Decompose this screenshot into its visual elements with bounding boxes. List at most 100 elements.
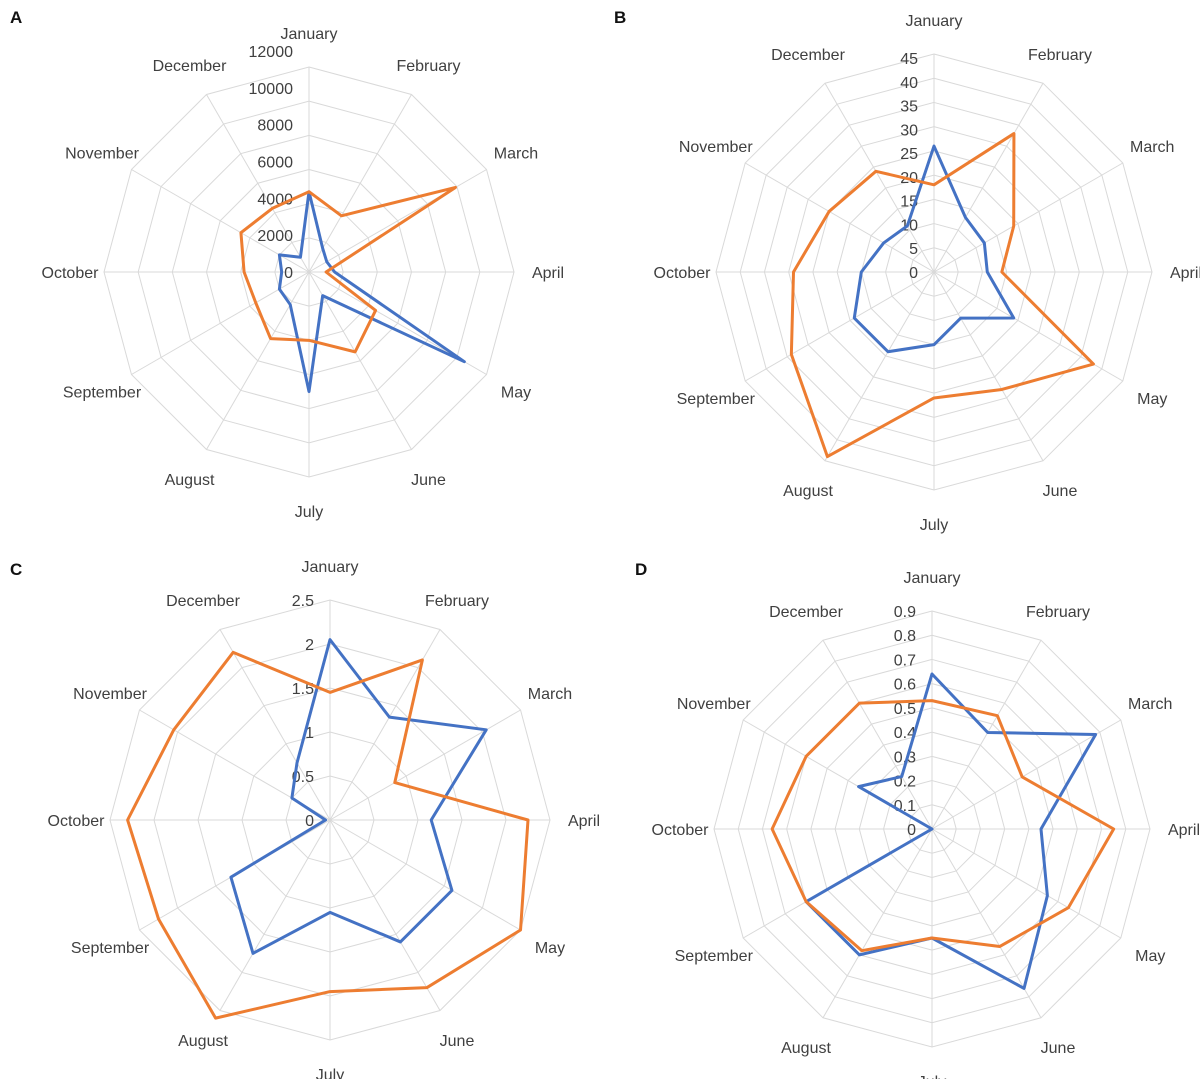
category-label: August (178, 1033, 228, 1050)
series-line-blue (229, 638, 488, 955)
tick-label: 2.5 (292, 593, 314, 610)
category-label: May (1135, 948, 1165, 965)
category-label: July (918, 1074, 946, 1079)
category-label: June (411, 472, 446, 489)
series-line-orange (789, 132, 1095, 459)
grid-spoke (131, 271, 310, 375)
tick-label: 0 (907, 822, 916, 839)
tick-label: 0.4 (894, 725, 916, 742)
category-label: February (425, 593, 489, 610)
series-line-orange (770, 699, 1116, 953)
grid-spoke (822, 639, 933, 830)
tick-label: 0.7 (894, 652, 916, 669)
category-label: September (677, 391, 756, 408)
tick-label: 40 (900, 75, 918, 92)
category-label: May (535, 940, 565, 957)
category-label: December (153, 58, 227, 75)
grid-spoke (308, 169, 487, 273)
tick-label: 12000 (249, 44, 294, 61)
category-label: September (71, 940, 150, 957)
tick-label: 0.8 (894, 628, 916, 645)
category-label: January (904, 570, 961, 587)
tick-label: 2 (305, 637, 314, 654)
tick-label: 10 (900, 217, 918, 234)
category-label: December (771, 47, 845, 64)
category-label: May (501, 385, 531, 402)
panel-label: D (635, 560, 647, 579)
grid-spoke (824, 271, 935, 462)
category-label: September (675, 948, 754, 965)
grid-spoke (822, 828, 933, 1019)
grid-spoke (931, 639, 1042, 830)
grid-spoke (931, 828, 1122, 939)
radar-panel-d: D00.10.20.30.40.50.60.70.80.9JanuaryFebr… (635, 560, 1200, 1079)
grid-spoke (308, 271, 412, 450)
grid-spoke (329, 819, 441, 1011)
tick-label: 1 (305, 725, 314, 742)
radar-panel-a: A020004000600080001000012000JanuaryFebru… (10, 8, 564, 521)
category-label: October (654, 265, 712, 282)
category-label: July (316, 1067, 344, 1079)
grid-spoke (308, 94, 412, 273)
category-label: August (781, 1040, 831, 1057)
grid-spoke (744, 271, 935, 382)
category-label: March (1128, 696, 1172, 713)
series-line-blue (277, 190, 466, 394)
category-label: December (769, 604, 843, 621)
grid-spoke (219, 629, 331, 821)
series-line-orange (126, 650, 530, 1020)
category-label: March (1130, 139, 1174, 156)
category-label: March (528, 686, 572, 703)
grid-spoke (824, 82, 935, 273)
grid-spoke (744, 162, 935, 273)
grid-spoke (206, 94, 310, 273)
tick-label: 10000 (249, 81, 294, 98)
category-label: May (1137, 391, 1167, 408)
radar-panel-c: C 0 0.5 1 1.5 2 2.5 January February March April Ma… (10, 559, 600, 1079)
tick-label: 0.5 (292, 769, 314, 786)
category-label: November (65, 146, 139, 163)
category-label: July (295, 504, 323, 521)
category-label: June (1043, 483, 1078, 500)
category-label: November (73, 686, 147, 703)
tick-label: 25 (900, 146, 918, 163)
category-label: October (42, 265, 100, 282)
category-label: October (652, 822, 710, 839)
category-label: March (494, 146, 538, 163)
tick-label: 6000 (257, 155, 293, 172)
radar-panel-b: B051015202530354045JanuaryFebruaryMarchA… (614, 8, 1200, 534)
panel-label: C (10, 560, 22, 579)
category-label: April (1168, 822, 1200, 839)
category-label: November (679, 139, 753, 156)
grid-spoke (329, 709, 521, 821)
tick-label: 0 (284, 265, 293, 282)
category-label: January (281, 26, 338, 43)
tick-label: 0 (305, 813, 314, 830)
category-label: April (568, 813, 600, 830)
grid-spoke (206, 271, 310, 450)
tick-label: 45 (900, 51, 918, 68)
series-line-blue (852, 144, 1016, 354)
grid-spoke (931, 719, 1122, 830)
tick-label: 0.5 (894, 701, 916, 718)
category-label: December (166, 593, 240, 610)
tick-label: 5 (909, 241, 918, 258)
tick-label: 0 (909, 265, 918, 282)
category-label: January (906, 13, 963, 30)
category-label: February (1026, 604, 1090, 621)
grid-spoke (933, 162, 1124, 273)
category-label: January (302, 559, 359, 576)
category-label: April (532, 265, 564, 282)
tick-label: 0.6 (894, 677, 916, 694)
category-label: July (920, 517, 948, 534)
category-label: February (1028, 47, 1092, 64)
category-label: June (1041, 1040, 1076, 1057)
grid-spoke (933, 82, 1044, 273)
grid-spoke (329, 819, 521, 931)
tick-label: 1.5 (292, 681, 314, 698)
panel-label: A (10, 8, 22, 27)
category-label: August (783, 483, 833, 500)
category-label: February (396, 58, 460, 75)
panel-label: B (614, 8, 626, 27)
tick-label: 0.9 (894, 604, 916, 621)
